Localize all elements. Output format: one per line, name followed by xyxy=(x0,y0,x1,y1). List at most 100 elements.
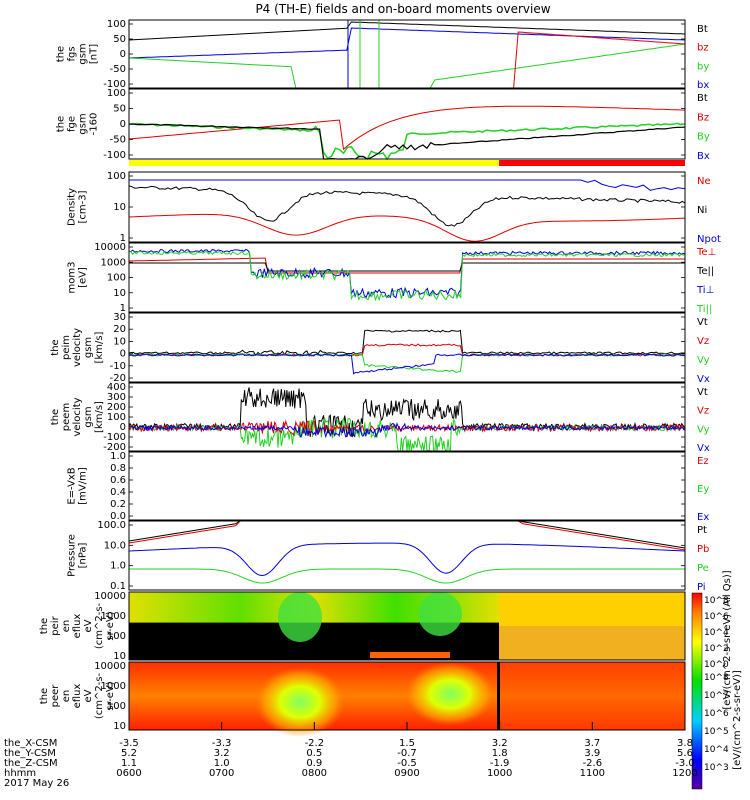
ytick-label: 0 xyxy=(120,49,126,60)
panel-temp: 10000 1000 100 10 1 mom3 [eV] Te⊥ Te|| Ti⊥ Ti|| xyxy=(67,242,717,315)
ytick-label: -100 xyxy=(103,432,126,443)
colorbar-label: [eV/(cm^2-s-sr-eV)] xyxy=(732,670,743,770)
ephemeris-value: 3.8 xyxy=(677,738,693,749)
trace-Ti-perp xyxy=(128,248,686,300)
trace-Ne xyxy=(128,213,686,242)
ytick-label: -200 xyxy=(103,442,126,453)
ylabel-line: the xyxy=(39,618,50,634)
ylabel-line: (cm^2-s- xyxy=(94,672,105,719)
ytick-label: 100 xyxy=(107,88,126,99)
ytick-label: 0.0 xyxy=(110,511,126,522)
ytick-label: 10 xyxy=(113,721,126,732)
ytick-label: 30 xyxy=(113,312,126,323)
ephemeris-value: 5.6 xyxy=(677,748,693,759)
ylabel-line: velocity xyxy=(72,328,83,367)
legend-Bz: Bz xyxy=(697,112,709,123)
ephemeris-value: 1.8 xyxy=(492,748,508,759)
legend-Vy: Vy xyxy=(697,424,710,435)
ephemeris-value: -3.0 xyxy=(675,758,695,769)
ytick-label: 10 xyxy=(113,336,126,347)
ylabel-line: [nT] xyxy=(89,44,100,64)
ytick-label: 1000 xyxy=(101,611,126,622)
colorbar-tick: 10^8 xyxy=(704,673,729,683)
ephemeris-value: -2.6 xyxy=(583,758,603,769)
legend-Npot: Npot xyxy=(697,234,721,245)
ylabel-line: [eV] xyxy=(78,267,89,288)
ytick-label: 100 xyxy=(107,19,126,30)
ylabel-line: gsm xyxy=(83,406,94,427)
ephemeris-value: 3.7 xyxy=(584,738,600,749)
ylabel-line: peer xyxy=(50,684,61,708)
ytick-label: 0.1 xyxy=(110,581,126,592)
peim-traces xyxy=(128,329,686,375)
ylabel-line: en xyxy=(61,620,72,633)
peem-traces xyxy=(128,387,686,452)
ytick-label: -10 xyxy=(110,361,126,372)
ytick-label: -100 xyxy=(103,79,126,90)
ylabel-line: [cm-3] xyxy=(78,190,89,223)
panel-efield: 1.00.80.60.40.20.0 E=-VxB [mV/m] Ez Ey Ex xyxy=(67,451,710,523)
ephemeris-value: 1.1 xyxy=(121,758,137,769)
ephemeris-value: -3.5 xyxy=(119,738,139,749)
spec-band xyxy=(370,652,450,658)
colorbar-tick: 10^0 xyxy=(704,660,729,670)
trace-bx xyxy=(128,27,686,59)
ephemeris-value: 1.0 xyxy=(214,758,230,769)
panel-fgs: 100 50 0 -50 -100 the fgs gsm [nT] Bt bz by bx xyxy=(56,19,710,91)
panel-frame xyxy=(128,171,686,243)
legend-Vz: Vz xyxy=(697,336,709,347)
panel-peer: 10000 1000 100 10 the peer en eflux eV (cm^2-s-sr… xyxy=(39,661,685,732)
ytick-label: 10000 xyxy=(94,242,126,253)
ytick-label: 1 xyxy=(120,233,126,244)
trace-Vt xyxy=(128,329,686,357)
ytick-label: -50 xyxy=(110,135,126,146)
colorbar-tick: 10^8 xyxy=(704,596,729,606)
ephemeris-value: 0.9 xyxy=(306,758,322,769)
ylabel-line: Density xyxy=(67,188,78,226)
ylabel-line: mom3 xyxy=(67,262,78,294)
legend-Bt: Bt xyxy=(697,24,708,35)
ephemeris-value: 0800 xyxy=(302,768,327,779)
peir-spectrogram xyxy=(129,592,685,660)
legend-Bx: Bx xyxy=(697,151,710,162)
ylabel-line: [mV/m] xyxy=(78,467,89,505)
pressure-traces xyxy=(128,520,686,584)
peer-spectrogram xyxy=(129,662,685,737)
trace-Vx xyxy=(128,422,686,439)
ylabel-line: gsm xyxy=(83,337,94,358)
ephemeris-value: 3.2 xyxy=(214,748,230,759)
spec-band xyxy=(500,662,685,730)
trace-Vx xyxy=(128,353,686,375)
trace-Vy xyxy=(128,416,686,452)
panel-frame xyxy=(128,382,686,452)
legend-Vz: Vz xyxy=(697,406,709,417)
ephemeris-value: 1200 xyxy=(672,768,697,779)
ytick-label: 10000 xyxy=(94,661,126,672)
fgs-traces xyxy=(128,20,686,89)
legend-By: By xyxy=(697,132,710,143)
ytick-label: 100 xyxy=(107,171,126,182)
panel-density: 100 10 1 Density [cm-3] Ne Ni Npot xyxy=(67,171,721,245)
ylabel-line: the xyxy=(39,688,50,704)
legend-Ne: Ne xyxy=(697,176,711,187)
ephemeris-label: the_Y-CSM xyxy=(4,748,56,759)
trace-by xyxy=(128,43,686,89)
legend-Pt: Pt xyxy=(697,525,707,536)
ytick-label: 0.8 xyxy=(110,463,126,474)
panel-frame xyxy=(128,591,686,661)
ephemeris-value: 3.9 xyxy=(584,748,600,759)
colorbar-tick: 10^6 xyxy=(704,612,729,622)
ylabel-line: E=-VxB xyxy=(67,467,78,504)
panel-frame xyxy=(128,242,686,313)
ylabel-line: -160 xyxy=(89,113,100,136)
ytick-label: 400 xyxy=(107,382,126,393)
ephemeris-value: 5.2 xyxy=(121,748,137,759)
ylabel-line: sr-eV) xyxy=(105,611,116,640)
trace-Bz xyxy=(128,105,686,151)
trace-By xyxy=(128,122,686,161)
ytick-label: 0.2 xyxy=(110,499,126,510)
ephemeris-value: -0.5 xyxy=(397,758,417,769)
spec-band xyxy=(499,592,685,626)
legend-Pi: Pi xyxy=(697,582,706,593)
ylabel-line: the xyxy=(50,339,61,355)
